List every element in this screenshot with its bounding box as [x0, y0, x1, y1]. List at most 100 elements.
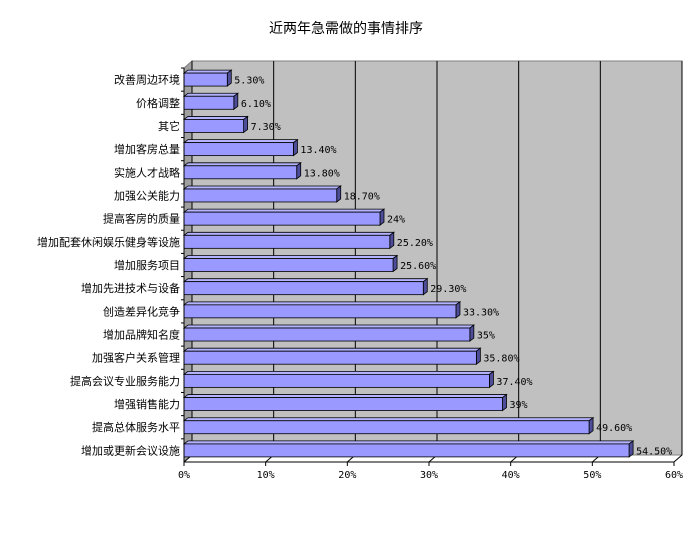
bar-front	[183, 373, 490, 388]
category-label: 增加先进技术与设备	[81, 281, 180, 295]
x-axis: 0% 10% 20% 30% 40% 50% 60%	[178, 68, 683, 481]
bar	[182, 254, 399, 273]
bar	[182, 393, 508, 412]
category-label: 加强客户关系管理	[92, 351, 180, 365]
category-label: 加强公关能力	[114, 188, 180, 202]
value-label: 13.40%	[300, 145, 336, 156]
bar	[182, 347, 482, 366]
bar-top	[182, 394, 508, 398]
bar-side	[243, 115, 249, 134]
bar-side	[455, 301, 461, 319]
category-label: 增加配套休闲娱乐健身等设施	[37, 235, 180, 249]
value-label: 49.60%	[596, 423, 632, 434]
bar-top	[182, 370, 495, 375]
bar-top	[182, 278, 429, 283]
bar-front	[183, 397, 503, 411]
bar-side	[502, 393, 507, 412]
category-label: 提高会议专业服务能力	[70, 374, 180, 388]
value-label: 33.30%	[463, 307, 499, 318]
bar-side	[226, 69, 232, 87]
category-label: 改善周边环境	[114, 73, 180, 87]
bar-side	[389, 231, 395, 250]
bar-side	[588, 416, 594, 435]
bar-front	[183, 234, 391, 249]
bar-top	[182, 139, 299, 144]
category-label: 增加品牌知名度	[103, 328, 180, 342]
bar	[182, 301, 462, 319]
bar-top	[182, 185, 342, 190]
bar-top	[182, 162, 302, 167]
bar-top	[182, 69, 233, 74]
bar-side	[379, 208, 385, 226]
bar	[182, 370, 495, 389]
bar	[182, 185, 342, 203]
category-label: 增加客房总量	[114, 142, 180, 156]
value-label: 54.50%	[636, 446, 672, 457]
bar-side	[489, 370, 494, 389]
bar-top	[182, 231, 395, 236]
x-tick-label: 0%	[178, 470, 190, 481]
bar-top	[182, 347, 482, 352]
bars	[182, 69, 635, 458]
value-label: 24%	[387, 215, 405, 226]
x-tick-label: 40%	[502, 470, 520, 481]
x-tick-label: 60%	[665, 470, 683, 481]
bar-front	[183, 327, 471, 342]
bar-side	[233, 92, 239, 111]
bar-front	[183, 188, 338, 203]
bar-front	[183, 304, 457, 319]
bar-side	[475, 347, 481, 366]
category-label: 价格调整	[136, 96, 180, 110]
bar	[182, 138, 299, 157]
bar-front	[183, 142, 294, 157]
x-tick-label: 10%	[257, 470, 275, 481]
value-label: 25.20%	[397, 238, 433, 249]
category-label: 增加或更新会议设施	[81, 443, 180, 457]
bar-top	[182, 116, 249, 120]
category-label: 实施人才战略	[114, 165, 180, 179]
bar-front	[183, 258, 394, 272]
value-label: 37.40%	[496, 377, 532, 388]
value-label: 29.30%	[430, 284, 466, 295]
bar-side	[296, 161, 302, 180]
x-tick-label: 50%	[583, 470, 601, 481]
x-tick-label: 20%	[338, 470, 356, 481]
bar-top	[182, 324, 476, 329]
bar-front	[183, 95, 235, 110]
value-label: 25.60%	[400, 261, 436, 272]
x-tick-label: 30%	[420, 470, 438, 481]
value-label: 35%	[477, 331, 495, 342]
bar-side	[628, 440, 634, 458]
bar-front	[183, 72, 228, 87]
bar-top	[182, 208, 386, 213]
bar-front	[183, 119, 245, 133]
category-labels: 改善周边环境价格调整其它增加客房总量实施人才战略加强公关能力提高客房的质量增加配…	[37, 67, 184, 457]
bar	[182, 416, 595, 435]
bar-side	[293, 138, 298, 157]
bar	[182, 161, 302, 180]
bar	[182, 324, 476, 342]
bar-top	[182, 417, 595, 422]
gridline-floor	[673, 454, 683, 463]
bar-side	[469, 324, 475, 342]
category-label: 创造差异化竞争	[103, 304, 180, 318]
bar-front	[183, 443, 630, 458]
bar-front	[183, 165, 298, 180]
category-label: 增强销售能力	[114, 397, 180, 411]
bar-top	[182, 440, 635, 445]
bar-front	[183, 281, 424, 296]
bar-side	[336, 185, 342, 203]
value-label: 35.80%	[483, 354, 519, 365]
bar-top	[182, 92, 240, 97]
bar	[182, 92, 240, 111]
bar	[182, 440, 635, 458]
bar	[182, 277, 429, 296]
bar-top	[182, 255, 399, 259]
value-label: 39%	[510, 400, 528, 411]
category-label: 增加服务项目	[114, 258, 180, 272]
bar-front	[183, 211, 381, 226]
bar-front	[183, 420, 590, 435]
value-label: 18.70%	[344, 191, 380, 202]
bar-side	[392, 254, 398, 273]
category-label: 其它	[158, 119, 180, 133]
